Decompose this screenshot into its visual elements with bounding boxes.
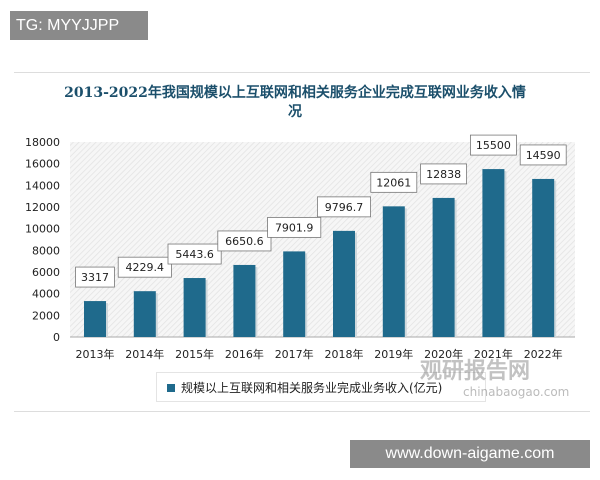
y-tick-label: 8000 (32, 244, 60, 257)
y-tick-label: 2000 (32, 309, 60, 322)
y-tick-label: 12000 (25, 201, 60, 214)
legend-swatch (167, 384, 175, 392)
bar (84, 301, 106, 337)
data-label: 3317 (81, 271, 109, 284)
data-label: 5443.6 (175, 248, 214, 261)
x-tick-label: 2019年 (374, 347, 413, 361)
watermark-top: TG: MYYJJPP (10, 11, 148, 40)
data-label-box (217, 230, 272, 252)
legend-label: 规模以上互联网和相关服务业完成业务收入(亿元) (181, 381, 443, 395)
bar (532, 178, 555, 337)
x-tick-label: 2017年 (275, 347, 314, 361)
data-label: 12838 (426, 168, 461, 181)
bar (283, 251, 306, 337)
bar (482, 169, 505, 337)
chart-title: 2013-2022年我国规模以上互联网和相关服务企业完成互联网业务收入情况 (64, 85, 526, 120)
bar (133, 291, 156, 337)
chart-frame (14, 72, 590, 412)
x-tick-label: 2022年 (524, 347, 563, 361)
x-tick-label: 2016年 (225, 347, 264, 361)
bar (432, 197, 455, 337)
data-label: 6650.6 (225, 235, 264, 248)
data-label: 4229.4 (126, 261, 165, 274)
x-tick-label: 2018年 (325, 347, 364, 361)
x-tick-label: 2014年 (125, 347, 164, 361)
data-label-box (316, 196, 371, 218)
data-label-box (519, 144, 567, 166)
bar (233, 264, 256, 337)
y-tick-label: 18000 (25, 136, 60, 149)
y-tick-label: 0 (53, 331, 60, 344)
data-label: 7901.9 (275, 221, 314, 234)
data-label-box (469, 134, 517, 156)
bar (333, 230, 355, 337)
bar (183, 278, 206, 337)
x-tick-label: 2013年 (76, 347, 115, 361)
y-tick-label: 4000 (32, 288, 60, 301)
y-tick-label: 16000 (25, 158, 60, 171)
data-label: 14590 (526, 149, 561, 162)
x-tick-label: 2020年 (424, 347, 463, 361)
logo-watermark-url: chinabaogao.com (463, 385, 570, 399)
logo-watermark: 观研报告网 (420, 359, 531, 384)
legend: 规模以上互联网和相关服务业完成业务收入(亿元) (156, 372, 486, 402)
y-tick-label: 10000 (25, 223, 60, 236)
data-label: 9796.7 (325, 201, 364, 214)
y-tick-label: 14000 (25, 179, 60, 192)
y-tick-label: 6000 (32, 266, 60, 279)
data-label-box (117, 256, 172, 278)
data-label-box (267, 216, 322, 238)
data-label-box (420, 163, 468, 185)
data-label-box (75, 266, 115, 288)
watermark-bottom: www.down-aigame.com (350, 440, 590, 468)
bar (382, 206, 405, 337)
x-tick-label: 2015年 (175, 347, 214, 361)
data-label: 12061 (376, 176, 411, 189)
data-label: 15500 (476, 139, 511, 152)
data-label-box (370, 171, 418, 193)
data-label-box (167, 243, 222, 265)
x-tick-label: 2021年 (474, 347, 513, 361)
